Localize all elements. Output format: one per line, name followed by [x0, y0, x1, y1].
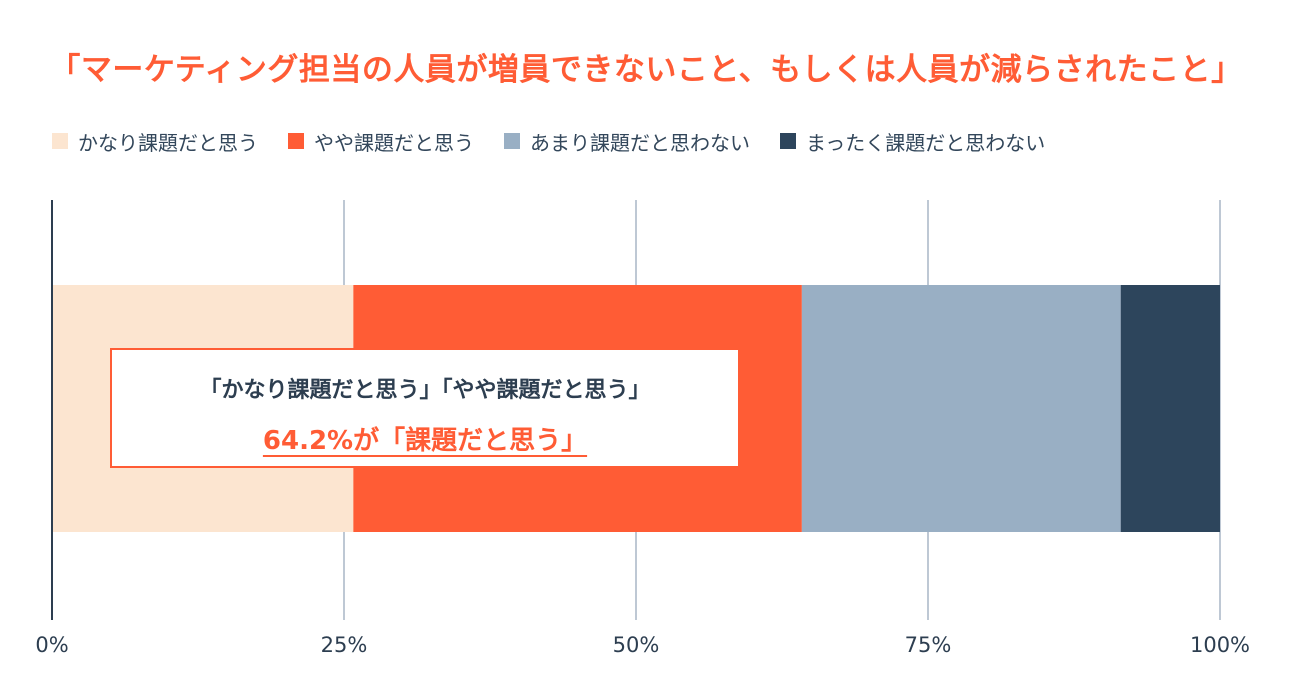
callout-box: 「かなり課題だと思う」「やや課題だと思う」 64.2%が「課題だと思う」: [110, 348, 740, 468]
legend-label: かなり課題だと思う: [78, 130, 258, 155]
bar-segment-4: [1120, 285, 1220, 532]
legend-swatch: [780, 133, 796, 149]
bar-segment-3: [801, 285, 1121, 532]
legend-swatch: [288, 133, 304, 149]
legend-item-not-at-all-problem: まったく課題だと思わない: [780, 127, 1045, 156]
x-tick-label: 50%: [613, 633, 660, 657]
chart-title: 「マーケティング担当の人員が増員できないこと、もしくは人員が減らされたこと」: [49, 52, 1243, 88]
legend-item-not-much-problem: あまり課題だと思わない: [504, 127, 750, 156]
callout-line1: 「かなり課題だと思う」「やや課題だと思う」: [199, 378, 651, 403]
legend-label: あまり課題だと思わない: [530, 130, 750, 155]
x-tick-label: 75%: [905, 633, 952, 657]
legend-item-somewhat-problem: やや課題だと思う: [288, 127, 474, 156]
callout-line2: 64.2%が「課題だと思う」: [262, 426, 588, 456]
x-tick-label: 100%: [1190, 633, 1250, 657]
legend-swatch: [52, 133, 68, 149]
legend-swatch: [504, 133, 520, 149]
legend: かなり課題だと思う やや課題だと思う あまり課題だと思わない まったく課題だと思…: [52, 124, 1075, 158]
x-tick-label: 25%: [321, 633, 368, 657]
legend-item-very-problem: かなり課題だと思う: [52, 127, 258, 156]
x-tick-label: 0%: [35, 633, 68, 657]
legend-label: まったく課題だと思わない: [806, 130, 1046, 155]
legend-label: やや課題だと思う: [314, 130, 474, 155]
